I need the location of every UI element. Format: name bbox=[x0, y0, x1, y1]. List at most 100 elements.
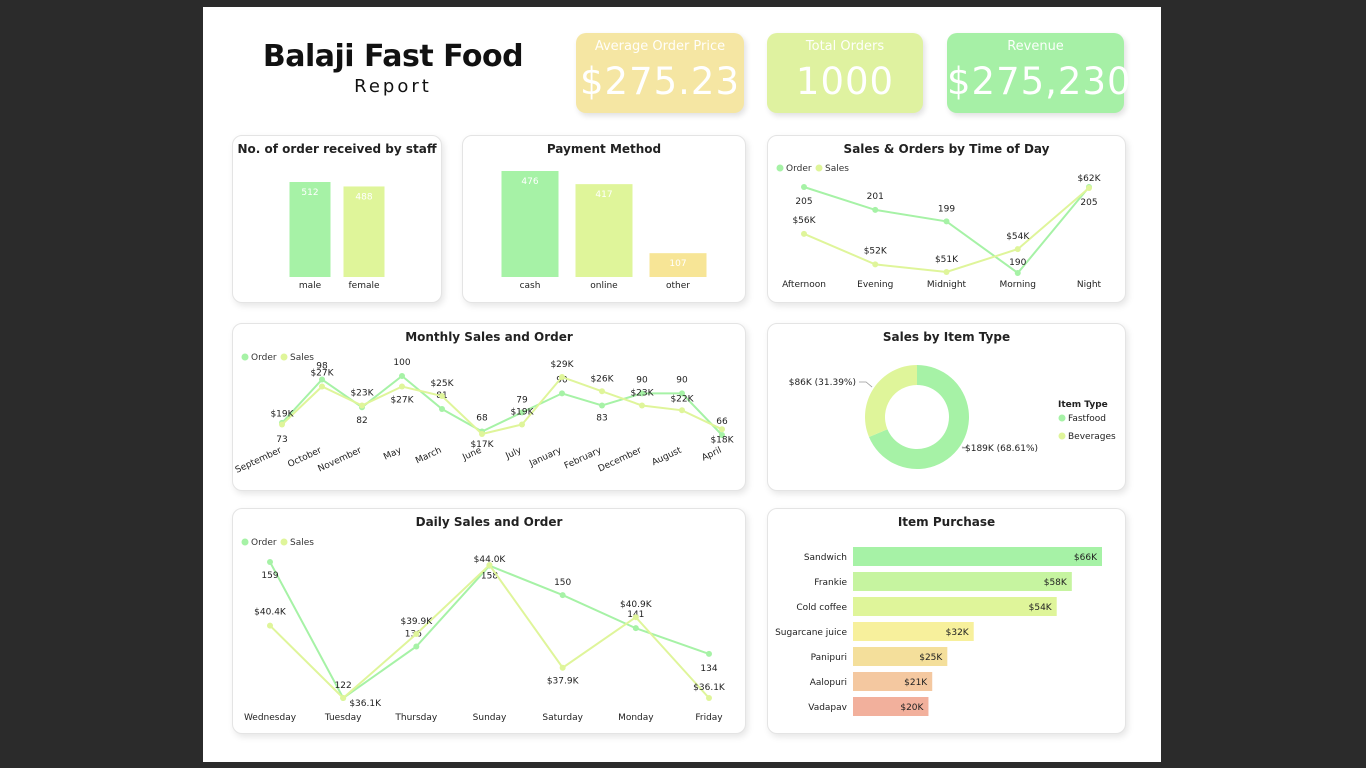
data-point bbox=[599, 402, 605, 409]
chart-title: Sales by Item Type bbox=[882, 330, 1011, 344]
data-point bbox=[439, 405, 445, 412]
data-label: 199 bbox=[938, 204, 955, 214]
monthly-chart: OrderSales7398821008168799083909066$19K$… bbox=[234, 353, 735, 476]
tick-label: Panipuri bbox=[811, 653, 847, 663]
data-point bbox=[943, 269, 950, 275]
bar bbox=[289, 182, 331, 277]
kpi-value: $275,230 bbox=[947, 60, 1132, 103]
data-label: $25K bbox=[430, 379, 454, 389]
data-point bbox=[632, 614, 639, 621]
kpi-label: Total Orders bbox=[805, 39, 885, 54]
data-point bbox=[719, 432, 725, 438]
data-label: 79 bbox=[516, 395, 528, 405]
data-label: 205 bbox=[795, 197, 812, 207]
data-label: 83 bbox=[596, 414, 607, 424]
data-label: 122 bbox=[335, 681, 352, 691]
legend-order-marker bbox=[241, 353, 249, 361]
data-label: 134 bbox=[700, 664, 717, 674]
data-point bbox=[943, 218, 950, 225]
chart-title: Payment Method bbox=[546, 142, 662, 156]
legend-marker bbox=[1058, 414, 1066, 422]
tick-label: other bbox=[666, 281, 690, 291]
series-line-order bbox=[281, 374, 723, 436]
data-label: 107 bbox=[669, 259, 686, 269]
tick-label: Sunday bbox=[473, 713, 507, 723]
data-label: $54K bbox=[1006, 232, 1030, 242]
data-label: 488 bbox=[355, 192, 372, 202]
data-label: $66K bbox=[1074, 553, 1098, 563]
tick-label: June bbox=[460, 445, 483, 463]
data-label: 98 bbox=[316, 361, 328, 371]
legend-order-marker bbox=[776, 164, 784, 172]
monthly-card: Monthly Sales and Order Order Sales 73 98 82… bbox=[232, 323, 746, 491]
tick-label: September bbox=[234, 446, 284, 476]
data-label: $21K bbox=[904, 678, 928, 688]
data-label: $40.4K bbox=[254, 608, 287, 618]
data-label: $39.9K bbox=[400, 617, 433, 627]
legend-label: Beverages bbox=[1068, 432, 1116, 442]
leader-line bbox=[961, 446, 968, 449]
data-label: $27K bbox=[310, 369, 334, 379]
data-point bbox=[439, 393, 445, 399]
donut-slice-beverages bbox=[865, 365, 917, 437]
data-label: $36.1K bbox=[349, 699, 382, 709]
bar bbox=[853, 622, 974, 641]
data-point bbox=[872, 206, 879, 213]
data-label: 90 bbox=[676, 375, 688, 385]
kpi-label: Average Order Price bbox=[594, 39, 726, 54]
legend-sales-label: Sales bbox=[290, 353, 314, 363]
tick-label: male bbox=[299, 281, 322, 291]
tick-label: Afternoon bbox=[782, 280, 826, 290]
data-point bbox=[359, 402, 365, 409]
bar bbox=[501, 171, 559, 277]
data-label: $29K bbox=[550, 360, 574, 370]
data-point bbox=[639, 402, 645, 409]
data-point bbox=[719, 426, 725, 433]
data-label: $19K bbox=[270, 410, 294, 420]
kpi-card-total-orders: Total Orders 1000 bbox=[767, 33, 923, 113]
leader-line bbox=[859, 381, 873, 388]
legend-sales-marker bbox=[280, 538, 288, 546]
data-label: $86K (31.39%) bbox=[789, 378, 856, 388]
data-label: 205 bbox=[1080, 198, 1097, 208]
data-point bbox=[399, 373, 405, 379]
bar bbox=[853, 547, 1102, 566]
data-label: 159 bbox=[261, 571, 278, 581]
data-point bbox=[559, 390, 565, 397]
data-label: 417 bbox=[595, 190, 612, 200]
tick-label: November bbox=[317, 446, 364, 475]
tick-label: Sandwich bbox=[804, 553, 847, 563]
data-point bbox=[279, 421, 285, 428]
data-label: $51K bbox=[935, 255, 959, 265]
data-point bbox=[639, 390, 645, 397]
data-point bbox=[319, 383, 325, 390]
data-point bbox=[632, 625, 639, 632]
data-point bbox=[267, 559, 273, 565]
legend-sales-marker bbox=[280, 353, 288, 361]
data-label: 66 bbox=[716, 417, 728, 427]
tick-label: December bbox=[597, 446, 644, 475]
data-point bbox=[413, 643, 420, 650]
tick-label: Friday bbox=[695, 713, 723, 723]
data-label: 201 bbox=[867, 192, 884, 202]
data-point bbox=[679, 407, 685, 414]
data-label: $62K bbox=[1077, 174, 1101, 184]
item-type-card: Sales by Item Type $189K (68.61%) $86K (3… bbox=[767, 323, 1126, 491]
data-label: $20K bbox=[900, 703, 924, 713]
bar bbox=[575, 184, 633, 277]
data-point bbox=[706, 650, 712, 657]
data-point bbox=[559, 374, 565, 380]
legend-order-label: Order bbox=[786, 164, 812, 174]
time-of-day-chart: Order Sales 205 201 199 190 205 $56K $52K $51K $54… bbox=[776, 164, 1102, 290]
chart-title: Monthly Sales and Order bbox=[405, 330, 573, 344]
data-label: $17K bbox=[470, 440, 494, 450]
data-point bbox=[340, 695, 347, 701]
tick-label: Night bbox=[1077, 280, 1102, 290]
tick-label: Wednesday bbox=[244, 713, 297, 723]
kpi-card-revenue: Revenue $275,230 bbox=[947, 33, 1132, 113]
data-label: 82 bbox=[356, 416, 367, 426]
bar bbox=[853, 572, 1072, 591]
chart-title: Sales & Orders by Time of Day bbox=[843, 142, 1050, 156]
payment-method-card: Payment Method 476 cash 417 online 107 other bbox=[462, 135, 746, 303]
tick-label: Aalopuri bbox=[810, 678, 847, 688]
